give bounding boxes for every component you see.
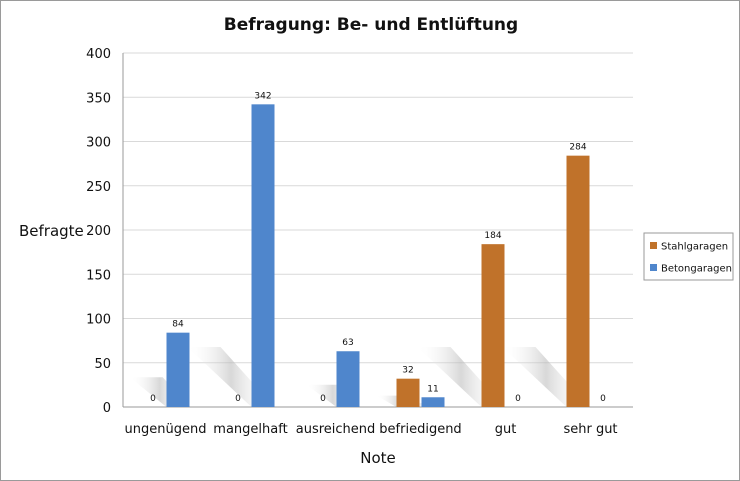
bar <box>421 397 445 407</box>
y-tick-label: 400 <box>86 47 111 62</box>
data-label: 0 <box>235 394 241 404</box>
data-label: 84 <box>172 320 184 330</box>
data-label: 284 <box>569 143 586 153</box>
bar <box>481 244 505 407</box>
y-tick-label: 100 <box>86 313 111 328</box>
x-category-label: ungenügend <box>125 422 207 437</box>
bar <box>396 378 420 407</box>
legend-swatch <box>650 264 657 271</box>
legend-box <box>643 232 734 281</box>
chart-title: Befragung: Be- und Entlüftung <box>224 15 518 35</box>
bars <box>166 104 590 407</box>
x-axis-title: Note <box>360 449 396 467</box>
legend-label: Stahlgaragen <box>661 242 728 253</box>
legend-label: Betongaragen <box>661 264 732 275</box>
data-label: 0 <box>150 394 156 404</box>
x-category-label: gut <box>495 422 517 437</box>
data-label: 0 <box>600 394 606 404</box>
data-label: 342 <box>254 91 271 101</box>
y-axis-title: Befragte <box>19 222 84 240</box>
y-tick-label: 350 <box>86 91 111 106</box>
y-tick-label: 300 <box>86 136 111 151</box>
data-label: 11 <box>427 384 438 394</box>
y-tick-label: 50 <box>94 357 111 372</box>
bar <box>566 155 590 407</box>
data-label: 0 <box>320 394 326 404</box>
bar <box>166 332 190 407</box>
legend-swatch <box>650 242 657 249</box>
data-labels: 0 84 0 342 0 63 32 11 184 0 284 0 <box>150 91 606 404</box>
x-category-label: ausreichend <box>296 422 376 437</box>
x-category-labels: ungenügend mangelhaft ausreichend befriedig… <box>125 422 618 437</box>
bar <box>336 351 360 407</box>
y-tick-label: 0 <box>103 401 111 416</box>
y-tick-label: 150 <box>86 268 111 283</box>
bar <box>251 104 275 407</box>
x-category-label: sehr gut <box>563 422 617 437</box>
legend: Stahlgaragen Betongaragen <box>643 232 734 281</box>
data-label: 184 <box>484 231 501 241</box>
data-label: 63 <box>342 338 353 348</box>
x-category-label: mangelhaft <box>213 422 287 437</box>
y-tick-labels: 0 50 100 150 200 250 300 350 400 <box>86 47 111 416</box>
y-tick-label: 250 <box>86 180 111 195</box>
y-tick-label: 200 <box>86 224 111 239</box>
data-label: 0 <box>515 394 521 404</box>
data-label: 32 <box>402 366 413 376</box>
x-category-label: befriedigend <box>379 422 461 437</box>
